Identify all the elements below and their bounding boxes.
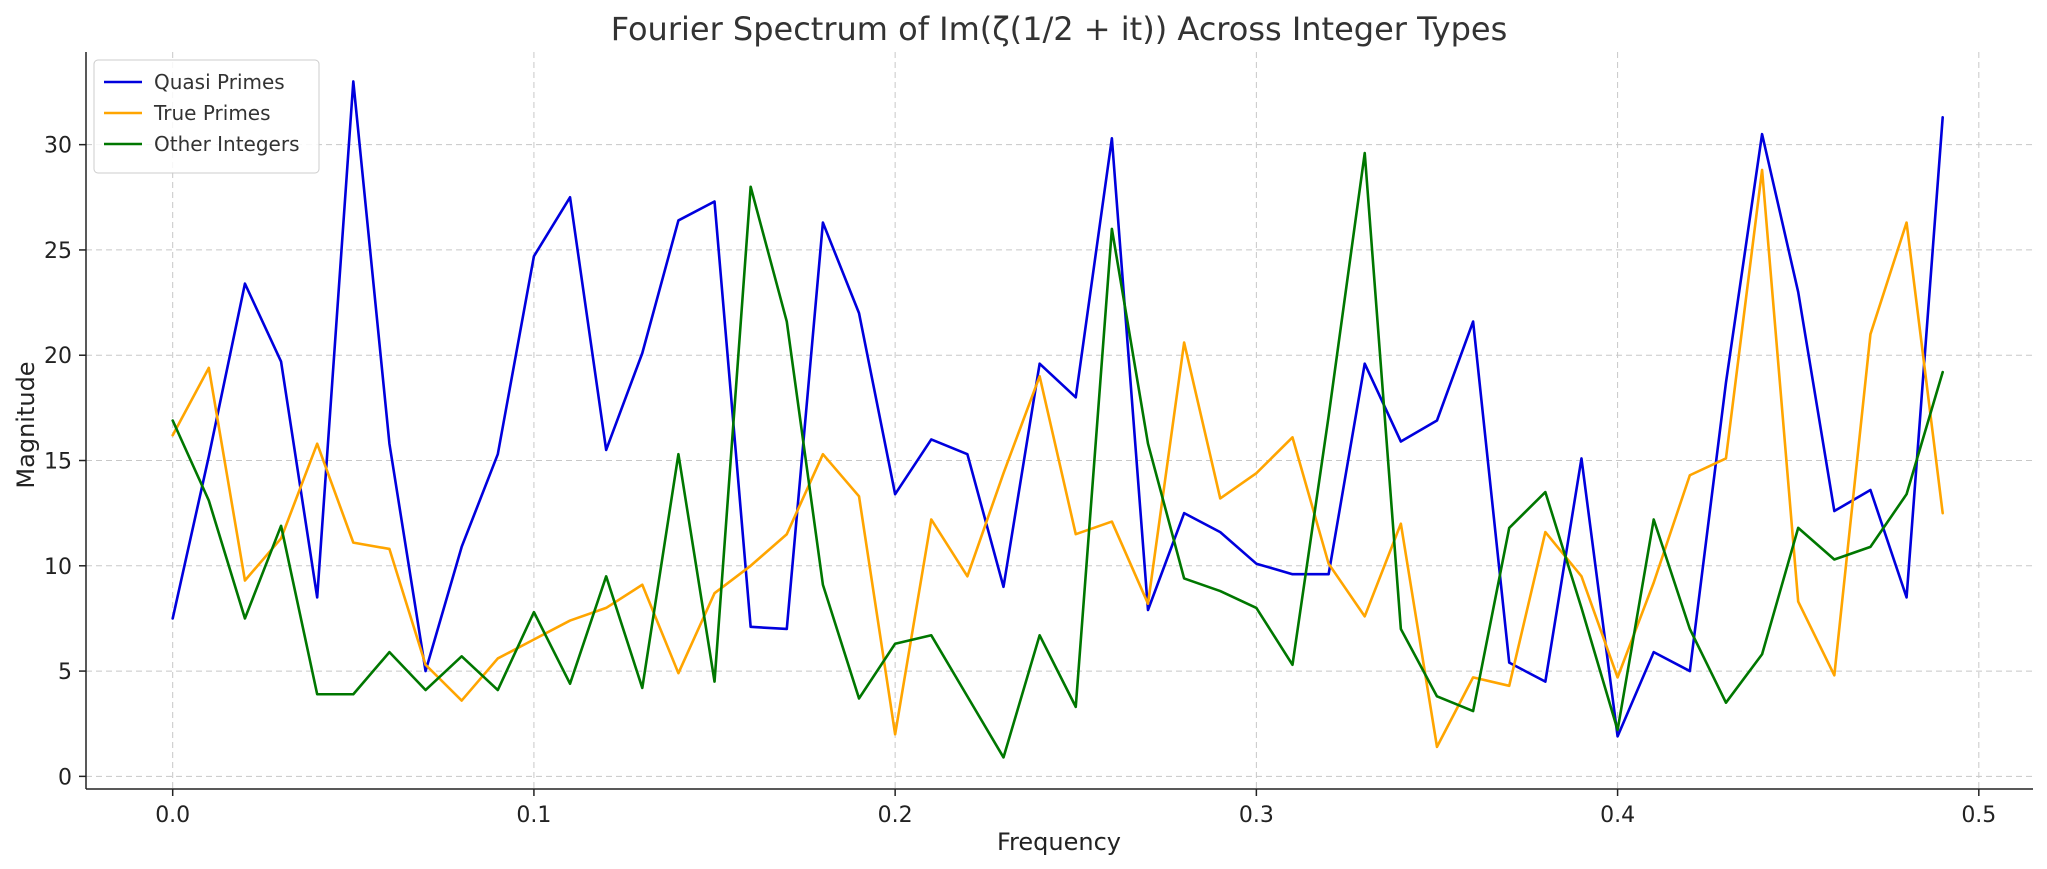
x-axis-label: Frequency [997,828,1121,856]
axes [79,52,2033,796]
x-tick-label: 0.5 [1961,803,1996,828]
y-tick-label: 10 [44,555,72,580]
series-lines [171,80,1944,759]
y-axis-label: Magnitude [12,361,40,488]
series-line-other-integers [171,151,1944,759]
y-tick-label: 0 [58,765,72,790]
y-tick-label: 20 [44,344,72,369]
x-tick-label: 0.3 [1239,803,1274,828]
series-line-true-primes [171,168,1944,749]
legend-box [93,59,320,174]
chart-title: Fourier Spectrum of Im(ζ(1/2 + it)) Acro… [611,10,1508,48]
x-tick-label: 0.0 [155,803,190,828]
y-tick-label: 5 [58,660,72,685]
legend-label-quasi-primes: Quasi Primes [154,70,285,94]
y-tick-label: 15 [44,450,72,475]
grid-lines [86,52,2033,789]
x-tick-label: 0.1 [516,803,551,828]
series-line-quasi-primes [171,80,1944,738]
tick-labels: 0.0 0.1 0.2 0.3 0.4 0.5 0 5 10 15 20 25 30 [44,134,1996,828]
y-tick-label: 25 [44,239,72,264]
legend-label-other-integers: Other Integers [154,132,300,156]
x-tick-label: 0.4 [1600,803,1635,828]
x-tick-label: 0.2 [878,803,913,828]
y-tick-label: 30 [44,134,72,159]
legend-label-true-primes: True Primes [153,101,271,125]
legend: Quasi Primes True Primes Other Integers [93,59,320,174]
